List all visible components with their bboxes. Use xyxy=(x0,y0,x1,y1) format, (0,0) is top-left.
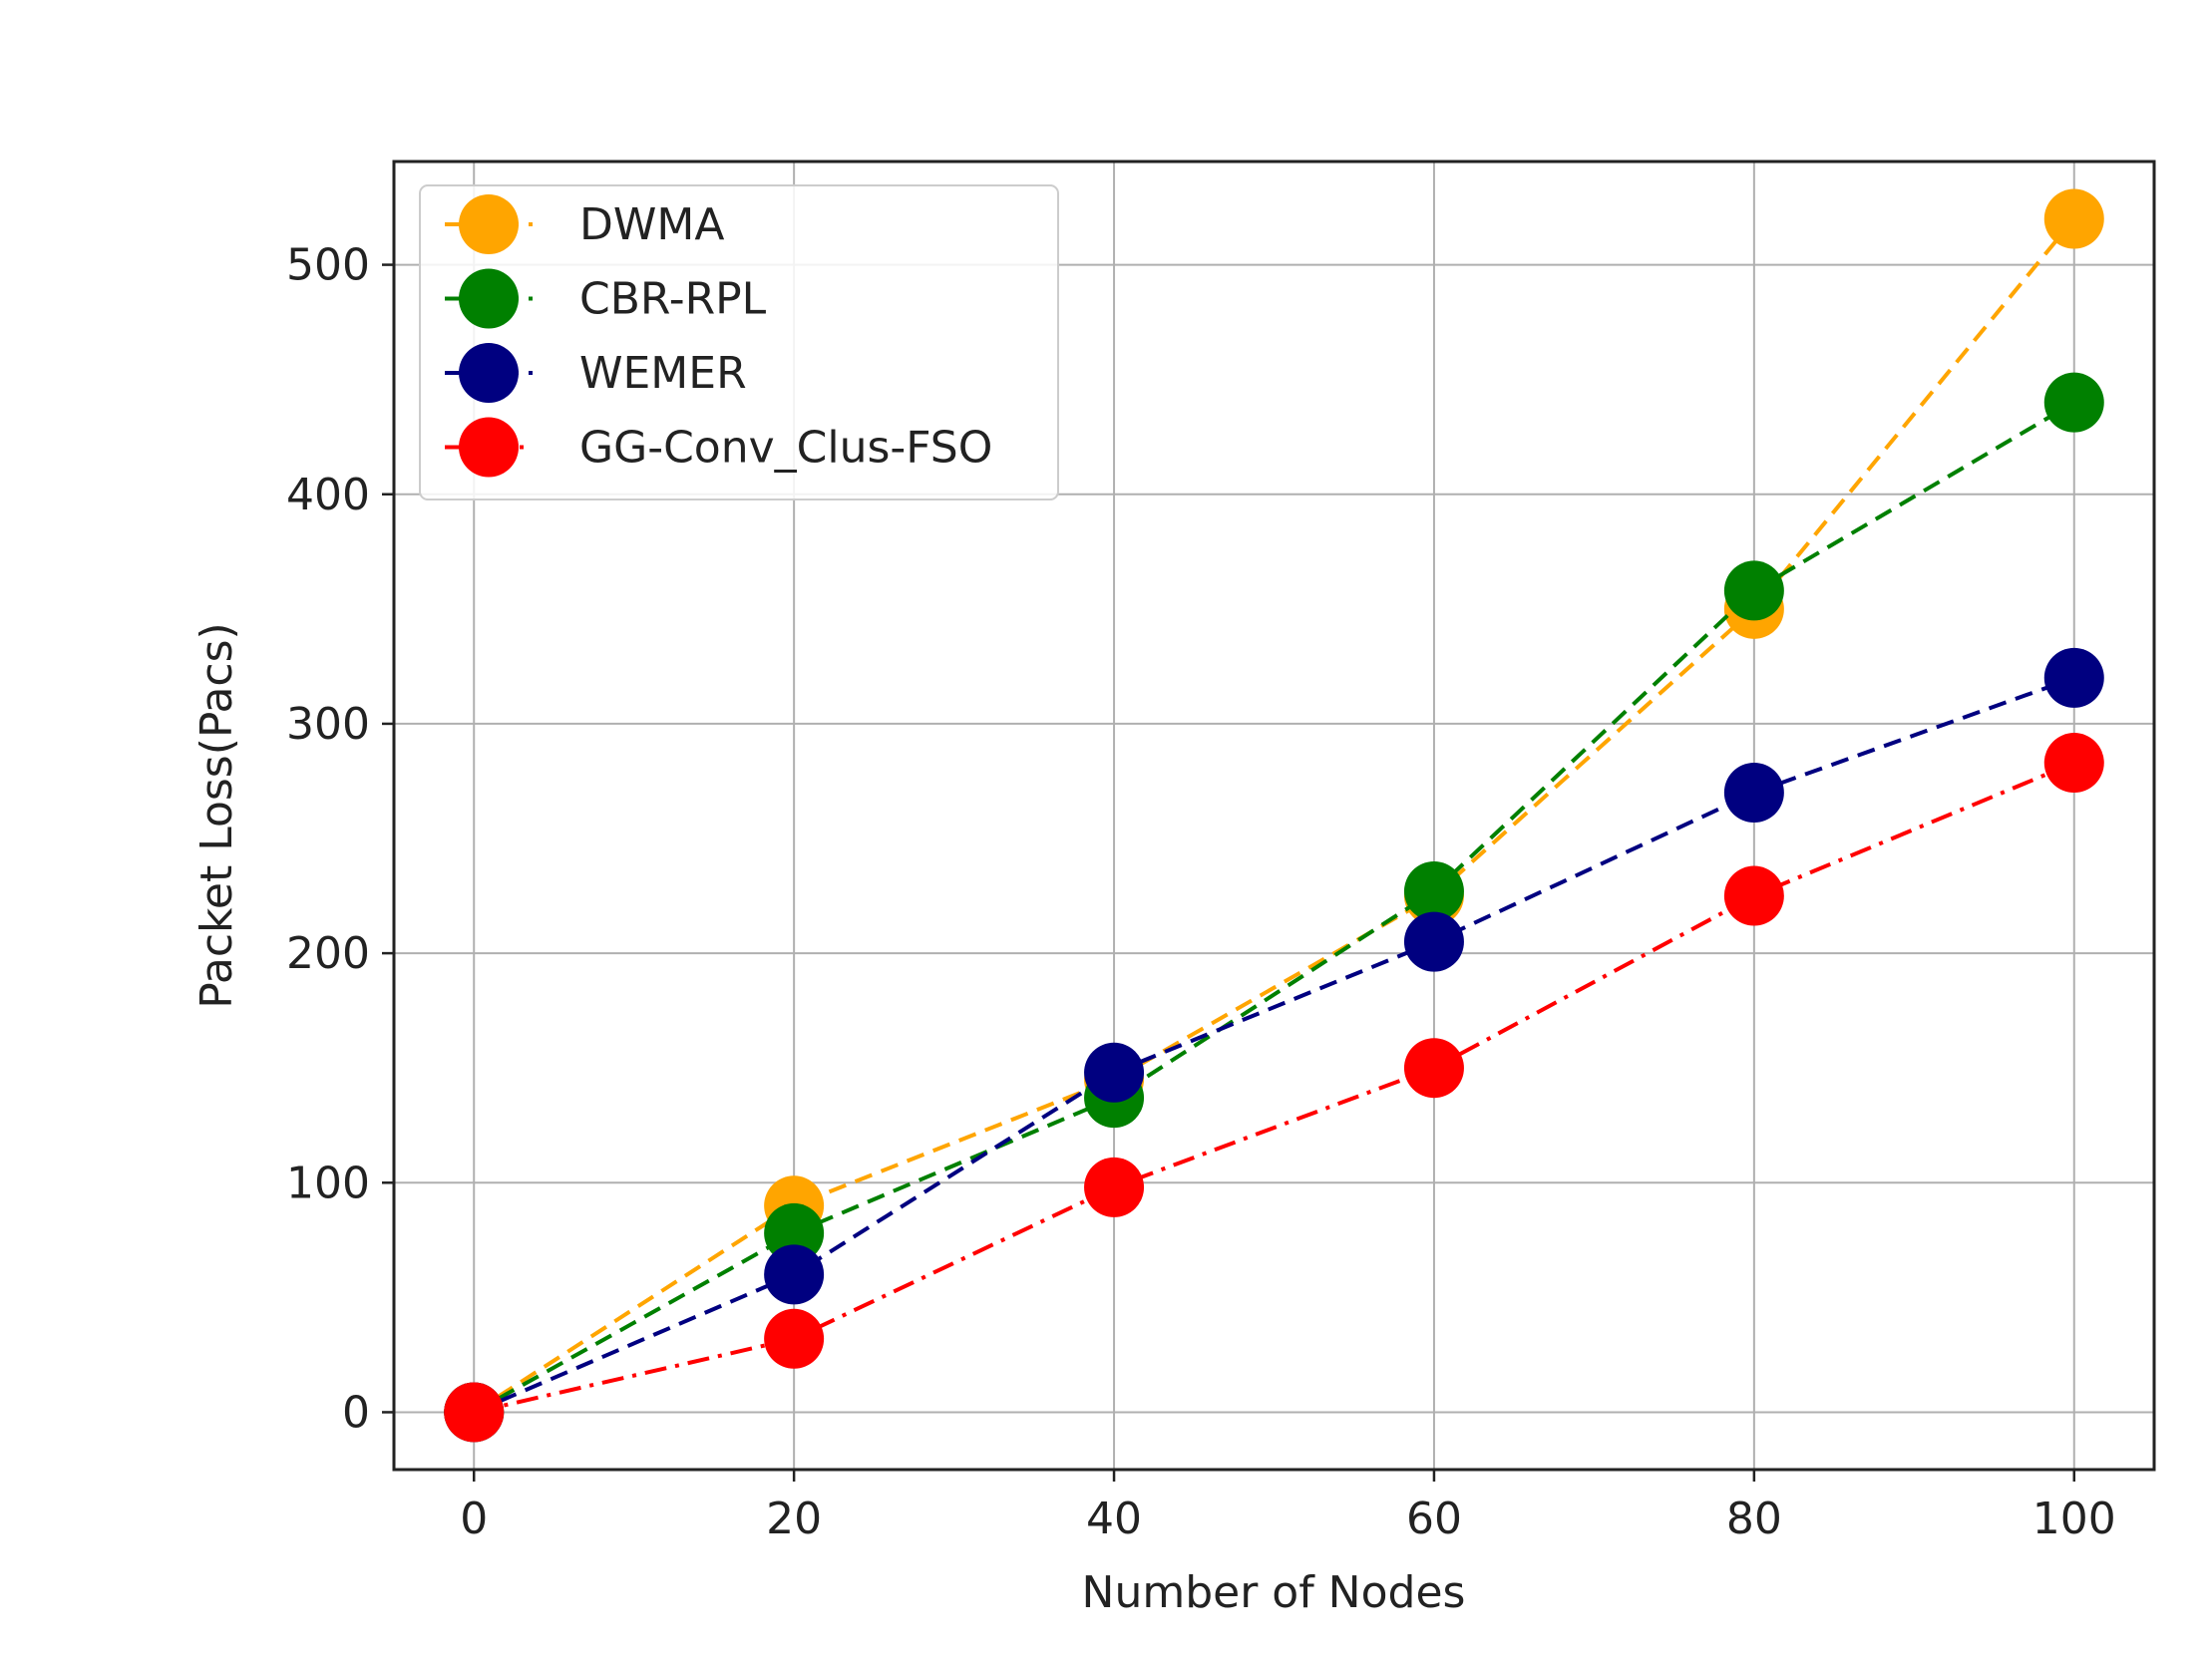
x-tick-label: 100 xyxy=(2032,1494,2116,1544)
data-point-gg-conv-clus-fso xyxy=(1084,1157,1145,1217)
data-point-cbr-rpl xyxy=(1403,860,1464,921)
data-point-gg-conv-clus-fso xyxy=(764,1308,825,1369)
legend-label: WEMER xyxy=(579,348,747,399)
legend: DWMA CBR-RPL WEMER GG-Conv_Clus-FSO xyxy=(419,184,1059,500)
legend-label: GG-Conv_Clus-FSO xyxy=(579,423,992,474)
x-tick-label: 80 xyxy=(1726,1494,1782,1544)
legend-item-gg-conv-clus-fso: GG-Conv_Clus-FSO xyxy=(445,417,992,478)
legend-label: CBR-RPL xyxy=(579,274,767,325)
data-point-wemer xyxy=(1403,911,1464,972)
legend-marker xyxy=(459,417,519,478)
y-axis-label: Packet Loss(Pacs) xyxy=(191,622,242,1008)
y-tick-label: 300 xyxy=(286,699,370,750)
data-point-gg-conv-clus-fso xyxy=(444,1382,505,1443)
y-tick-label: 0 xyxy=(342,1387,370,1438)
y-tick-label: 500 xyxy=(286,240,370,291)
legend-marker xyxy=(459,343,519,403)
data-point-wemer xyxy=(764,1244,825,1305)
data-point-gg-conv-clus-fso xyxy=(1403,1038,1464,1099)
x-tick-label: 60 xyxy=(1406,1494,1462,1544)
ticks: 0 20 40 60 80 100 0 100 200 300 400 500 xyxy=(286,240,2116,1544)
legend-item-cbr-rpl: CBR-RPL xyxy=(445,268,767,329)
grid xyxy=(394,162,2154,1470)
y-tick-label: 400 xyxy=(286,470,370,520)
series-line-wemer xyxy=(473,676,2075,1415)
series-layer xyxy=(444,188,2104,1443)
data-point-gg-conv-clus-fso xyxy=(1723,865,1784,926)
y-tick-label: 100 xyxy=(286,1158,370,1208)
data-point-cbr-rpl xyxy=(2043,372,2104,433)
data-point-cbr-rpl xyxy=(1723,560,1784,621)
x-tick-label: 0 xyxy=(460,1494,488,1544)
data-point-wemer xyxy=(1723,762,1784,823)
data-point-cbr-rpl xyxy=(764,1202,825,1263)
data-point-gg-conv-clus-fso xyxy=(2043,733,2104,794)
x-axis-label: Number of Nodes xyxy=(1082,1567,1466,1618)
legend-frame xyxy=(419,184,1059,500)
data-point-wemer xyxy=(1084,1042,1145,1103)
x-tick-label: 20 xyxy=(766,1494,822,1544)
data-point-wemer xyxy=(2043,647,2104,708)
series-line-cbr-rpl xyxy=(473,400,2075,1415)
y-tick-label: 200 xyxy=(286,928,370,979)
legend-label: DWMA xyxy=(579,199,724,250)
legend-marker xyxy=(459,194,519,254)
plot-frame xyxy=(392,160,2156,1472)
data-point-dwma xyxy=(2043,188,2104,249)
series-gg-conv-clus-fso xyxy=(444,733,2104,1443)
legend-item-wemer: WEMER xyxy=(445,343,747,403)
x-tick-label: 40 xyxy=(1086,1494,1142,1544)
legend-item-dwma: DWMA xyxy=(445,194,724,254)
series-line-dwma xyxy=(473,217,2076,1415)
legend-marker xyxy=(459,268,519,329)
series-line-gg-conv-clus-fso xyxy=(473,761,2075,1415)
